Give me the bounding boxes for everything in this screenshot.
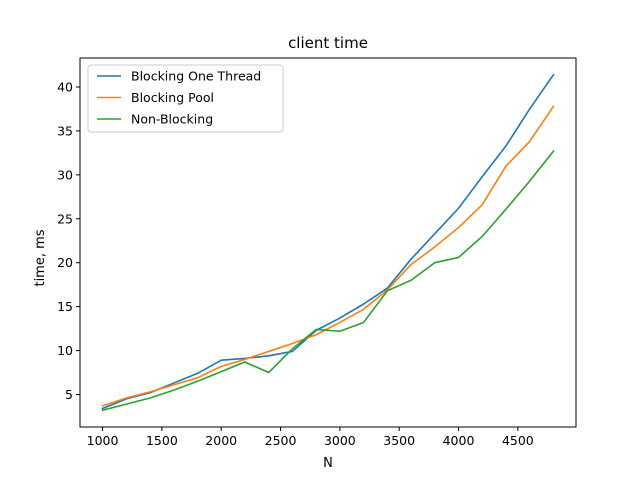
x-axis: 1000 1500 2000 2500 3000 3500 4000 4500	[87, 427, 534, 448]
series-line-2	[101, 150, 555, 412]
y-axis-label: time, ms	[33, 229, 48, 286]
y-tick-label: 35	[57, 123, 73, 138]
legend-label-0: Blocking One Thread	[131, 69, 261, 84]
x-tick-label: 2000	[205, 433, 237, 448]
x-tick-label: 1500	[146, 433, 178, 448]
y-tick-label: 5	[65, 387, 73, 402]
y-axis: 5 10 15 20 25 30 35 40	[57, 79, 80, 402]
legend-label-1: Blocking Pool	[131, 90, 214, 105]
y-tick-label: 40	[57, 79, 73, 94]
y-tick-label: 30	[57, 167, 73, 182]
x-tick-label: 4500	[502, 433, 534, 448]
legend: Blocking One Thread Blocking Pool Non-Bloc…	[87, 64, 284, 133]
y-tick-label: 25	[57, 211, 73, 226]
chart-title: client time	[288, 34, 368, 52]
legend-frame	[87, 64, 284, 133]
x-tick-label: 3500	[383, 433, 415, 448]
y-tick-label: 10	[57, 343, 73, 358]
series-line-1	[101, 105, 555, 407]
x-axis-label: N	[323, 456, 333, 471]
plot-frame	[79, 57, 577, 428]
y-tick-label: 15	[57, 299, 73, 314]
y-tick-label: 20	[57, 255, 73, 270]
x-tick-label: 1000	[87, 433, 119, 448]
legend-label-2: Non-Blocking	[131, 112, 213, 127]
series-line-0	[101, 73, 555, 410]
x-tick-label: 2500	[265, 433, 297, 448]
x-tick-label: 3000	[324, 433, 356, 448]
series-layer	[101, 73, 555, 412]
x-tick-label: 4000	[443, 433, 475, 448]
